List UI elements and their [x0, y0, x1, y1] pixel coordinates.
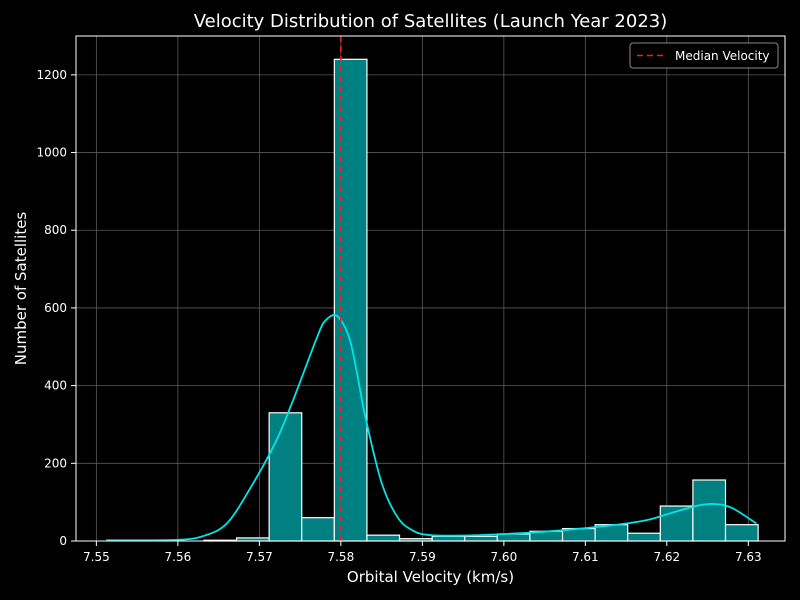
histogram-bar: [301, 517, 335, 542]
plot-frame: [75, 35, 786, 542]
histogram-bar: [366, 534, 401, 542]
histogram-bars: [203, 58, 759, 542]
x-tick-label: 7.59: [409, 550, 436, 564]
legend-box: [629, 42, 779, 69]
y-tick-label: 800: [44, 223, 67, 237]
histogram-bar: [431, 535, 466, 542]
histogram-bar: [333, 58, 368, 542]
histogram-bar: [692, 479, 727, 542]
x-tick-label: 7.58: [327, 550, 354, 564]
x-tick-label: 7.63: [735, 550, 762, 564]
y-axis-label: Number of Satellites: [12, 212, 30, 366]
x-tick-label: 7.56: [165, 550, 192, 564]
y-tick-label: 400: [44, 379, 67, 393]
x-axis-label: Orbital Velocity (km/s): [347, 568, 514, 586]
histogram-bar: [627, 532, 661, 542]
x-tick-label: 7.61: [572, 550, 599, 564]
histogram-bar: [496, 533, 531, 542]
x-tick-label: 7.57: [246, 550, 273, 564]
y-tick-label: 1000: [36, 146, 67, 160]
x-tick-label: 7.60: [490, 550, 517, 564]
y-tick-label: 0: [59, 534, 67, 548]
histogram-bar: [724, 524, 759, 542]
legend-label-median: Median Velocity: [675, 49, 770, 63]
x-tick-label: 7.62: [653, 550, 680, 564]
x-axis-ticks: 7.55 7.56 7.57 7.58 7.59 7.60 7.61 7.62 7.63: [83, 541, 762, 564]
y-tick-label: 600: [44, 301, 67, 315]
y-tick-label: 200: [44, 456, 67, 470]
x-tick-label: 7.55: [83, 550, 110, 564]
y-axis-ticks: 0 200 400 600 800 1000 1200: [36, 68, 76, 548]
legend: Median Velocity: [629, 42, 779, 69]
histogram-bar: [268, 412, 303, 542]
y-tick-label: 1200: [36, 68, 67, 82]
kde-curve: [106, 314, 757, 542]
chart-title: Velocity Distribution of Satellites (Lau…: [194, 11, 668, 32]
histogram-bar: [464, 535, 498, 542]
